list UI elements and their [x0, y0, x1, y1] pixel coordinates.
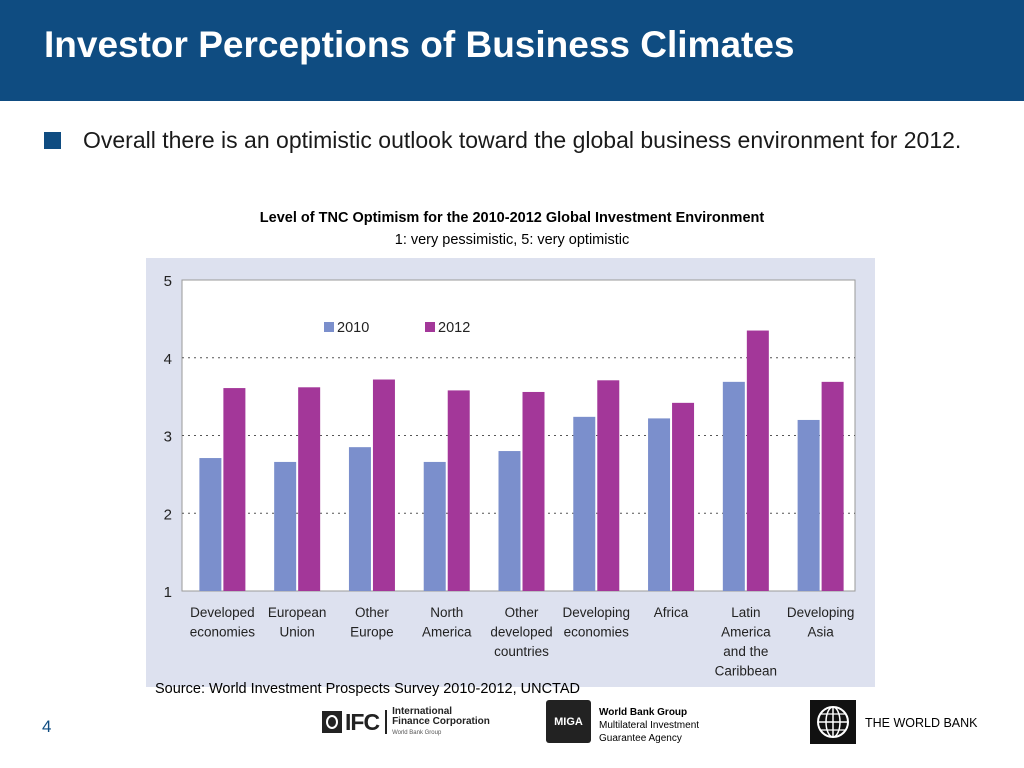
- x-tick-label: Africa: [654, 605, 689, 620]
- bar-2012: [223, 388, 246, 591]
- miga-line3: Guarantee Agency: [599, 733, 682, 744]
- x-tick-label: North America: [422, 605, 472, 640]
- miga-logo: MIGA: [546, 700, 591, 743]
- bar-2010: [648, 418, 671, 591]
- ifc-logo: IFC International Finance Corporation Wo…: [322, 705, 490, 738]
- bar-2012: [672, 402, 695, 591]
- x-tick-label: Developing Asia: [787, 605, 855, 640]
- x-tick-label: Other developed countries: [490, 605, 552, 659]
- bar-2010: [722, 381, 745, 591]
- ifc-globe-icon: [322, 711, 342, 733]
- x-tick-label: Developed economies: [190, 605, 256, 640]
- bar-2010: [573, 416, 596, 591]
- source-note: Source: World Investment Prospects Surve…: [155, 681, 580, 697]
- bullet-square-icon: [44, 132, 61, 149]
- bar-2012: [447, 390, 470, 591]
- x-tick-label: European Union: [268, 605, 327, 640]
- x-tick-label: Developing economies: [563, 605, 631, 640]
- bar-2012: [597, 380, 620, 591]
- bar-2012: [372, 379, 395, 591]
- ifc-mark-text: IFC: [345, 708, 380, 735]
- ifc-name-line1: International: [392, 705, 453, 717]
- world-bank-label: THE WORLD BANK: [865, 716, 978, 730]
- bar-2012: [522, 391, 545, 591]
- miga-mark-text: MIGA: [554, 715, 583, 728]
- x-tick-label: Latin America and the Caribbean: [715, 605, 777, 679]
- ifc-separator: [385, 710, 388, 734]
- ifc-sub: World Bank Group: [392, 729, 442, 736]
- y-tick-label: 4: [164, 351, 172, 368]
- bar-2010: [199, 458, 222, 591]
- miga-line2: Multilateral Investment: [599, 720, 700, 731]
- chart-title: Level of TNC Optimism for the 2010-2012 …: [259, 210, 765, 226]
- chart-subtitle: 1: very pessimistic, 5: very optimistic: [394, 232, 630, 248]
- bar-chart: 1 2 3 4 5 Developed economies European Union Othe…: [146, 258, 875, 687]
- ifc-name: International Finance Corporation World …: [392, 705, 490, 738]
- bar-2010: [348, 447, 371, 591]
- bullet-text: Overall there is an optimistic outlook t…: [83, 127, 962, 153]
- bar-2012: [298, 387, 321, 591]
- chart-panel: 1 2 3 4 5 Developed economies European Union Othe…: [146, 258, 875, 687]
- bar-2010: [274, 461, 297, 591]
- bar-2012: [821, 381, 844, 591]
- y-tick-label: 1: [164, 584, 172, 601]
- world-bank-globe-icon: [810, 700, 856, 744]
- bar-2010: [797, 419, 820, 591]
- bar-2012: [746, 330, 769, 591]
- bar-2010: [423, 461, 446, 591]
- y-tick-label: 2: [164, 506, 172, 523]
- page-number: 4: [42, 717, 52, 736]
- slide-title: Investor Perceptions of Business Climate…: [44, 24, 795, 65]
- y-tick-label: 3: [164, 429, 172, 446]
- title-bar: Investor Perceptions of Business Climate…: [0, 0, 1024, 101]
- miga-caption: World Bank Group Multilateral Investment…: [599, 706, 699, 745]
- x-tick-label: Other Europe: [350, 605, 394, 640]
- legend-swatch-2012: [425, 322, 435, 332]
- miga-line1: World Bank Group: [599, 707, 688, 718]
- legend-label-2012: 2012: [438, 320, 470, 336]
- ifc-name-line2: Finance Corporation: [392, 715, 490, 727]
- legend-label-2010: 2010: [337, 320, 369, 336]
- y-tick-label: 5: [164, 273, 172, 290]
- legend-swatch-2010: [324, 322, 334, 332]
- bar-2010: [498, 451, 521, 591]
